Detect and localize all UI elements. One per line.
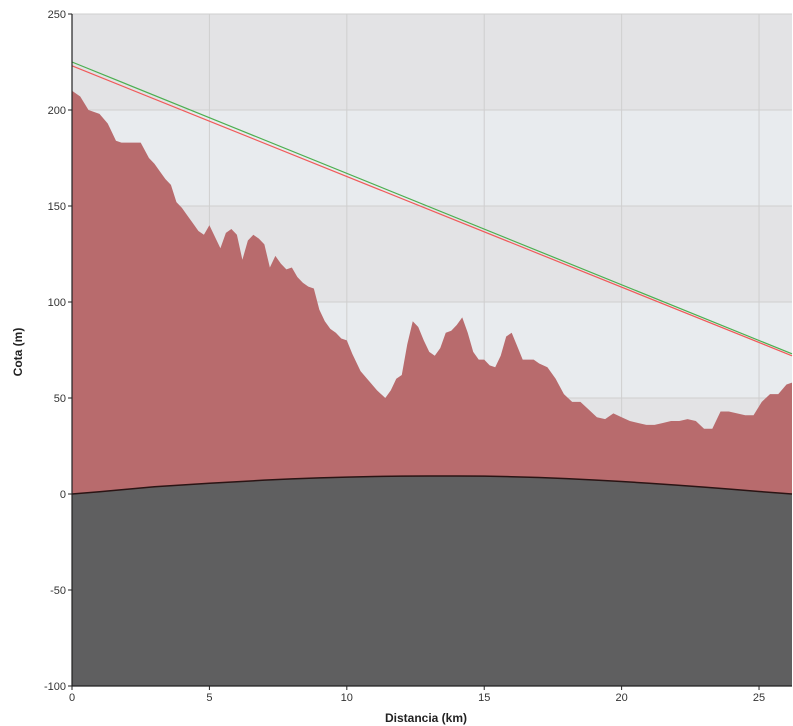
y-tick-label: 0 [60, 489, 66, 501]
terrain-area [72, 90, 792, 495]
sight-lines [71, 61, 793, 357]
y-tick-labels: -100 -50 0 50 100 150 200 250 [44, 9, 72, 693]
y-tick-label: 250 [48, 9, 66, 21]
y-tick-label: -50 [50, 585, 66, 597]
background-band [72, 14, 792, 110]
x-tick-label: 20 [615, 692, 627, 704]
x-tick-label: 10 [341, 692, 353, 704]
y-axis-label: Cota (m) [11, 328, 25, 377]
sight-line-red [71, 65, 793, 357]
y-tick-label: 100 [48, 297, 66, 309]
y-tick-label: -100 [44, 681, 66, 693]
earth-curvature-area [72, 475, 792, 686]
background-band [72, 110, 792, 206]
terrain-layer [71, 90, 793, 495]
y-tick-label: 150 [48, 201, 66, 213]
earth-curvature-edge [71, 475, 793, 495]
axes [71, 14, 792, 687]
y-tick-label: 200 [48, 105, 66, 117]
earth-curvature-layer [72, 475, 792, 686]
x-tick-labels: 0 5 10 15 20 25 [69, 686, 765, 704]
x-tick-label: 5 [206, 692, 212, 704]
x-tick-label: 0 [69, 692, 75, 704]
x-tick-label: 15 [478, 692, 490, 704]
x-tick-label: 25 [753, 692, 765, 704]
y-tick-label: 50 [54, 393, 66, 405]
sight-line-green [71, 61, 793, 355]
x-axis-label: Distancia (km) [385, 711, 467, 725]
